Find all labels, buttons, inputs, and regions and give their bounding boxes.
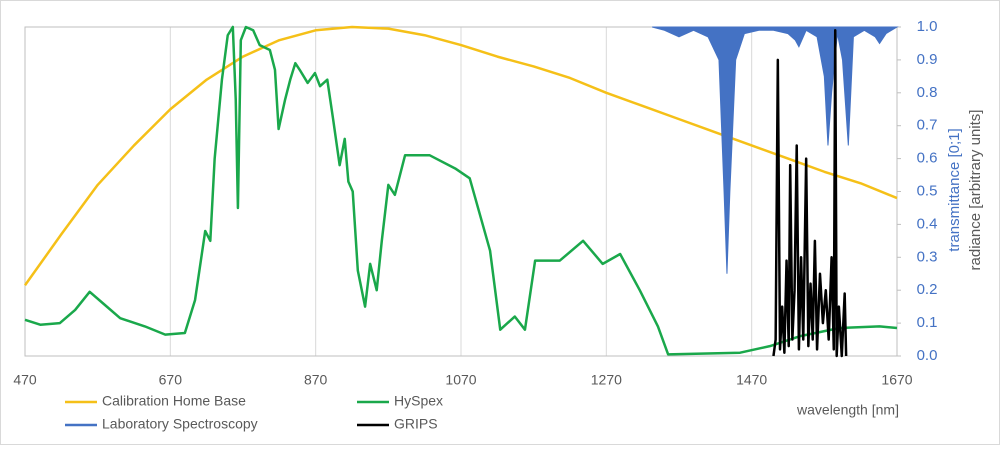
series-line xyxy=(24,25,898,356)
x-tick-label: 1670 xyxy=(881,372,912,388)
y-tick-label: 0.6 xyxy=(917,150,938,167)
x-tick-label: 470 xyxy=(13,372,37,388)
series-line xyxy=(772,29,848,358)
y-tick-label: 0.9 xyxy=(917,51,938,68)
y-tick-label: 0.2 xyxy=(917,281,938,298)
x-tick-label: 670 xyxy=(159,372,183,388)
y-axis-title-2: radiance [arbitrary units] xyxy=(967,110,984,271)
series-line xyxy=(23,25,898,286)
x-tick-label: 1270 xyxy=(591,372,622,388)
legend-label: Laboratory Spectroscopy xyxy=(102,416,258,432)
x-tick-label: 1070 xyxy=(445,372,476,388)
legend-label: Calibration Home Base xyxy=(102,393,246,409)
y-tick-label: 0.1 xyxy=(917,314,938,331)
y-tick-label: 0.7 xyxy=(917,117,938,134)
y-tick-label: 0.8 xyxy=(917,84,938,101)
x-axis-title: wavelength [nm] xyxy=(796,402,899,418)
y-tick-label: 0.4 xyxy=(917,215,938,232)
x-tick-label: 870 xyxy=(304,372,328,388)
series-area xyxy=(651,26,899,274)
y-tick-label: 0.0 xyxy=(917,347,938,364)
x-tick-label: 1470 xyxy=(736,372,767,388)
y-tick-label: 0.3 xyxy=(917,248,938,265)
y-axis-title: transmittance [0;1] xyxy=(946,128,963,251)
y-tick-label: 0.5 xyxy=(917,182,938,199)
legend-label: HySpex xyxy=(394,393,443,409)
legend-label: GRIPS xyxy=(394,416,438,432)
y-tick-label: 1.0 xyxy=(917,18,938,35)
